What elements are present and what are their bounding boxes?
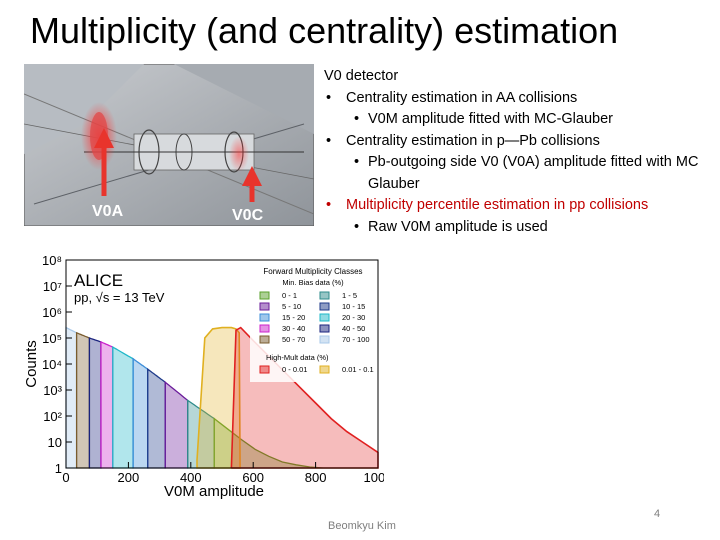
system-label: pp, √s = 13 TeV	[74, 290, 165, 305]
x-axis-label: V0M amplitude	[164, 483, 264, 500]
legend-swatch	[259, 335, 270, 344]
y-axis-ticks: 1 10 10² 10³ 10⁴ 10⁵ 10⁶ 10⁷ 10⁸	[42, 253, 72, 476]
bullet-list: V0 detector Centrality estimation in AA …	[324, 66, 714, 238]
legend-swatch	[319, 365, 330, 374]
legend-swatch	[259, 302, 270, 311]
legend-entry-label: 0 - 1	[282, 291, 297, 300]
mb-class-area-3	[100, 340, 114, 469]
bullet-sub-aa: V0M amplitude fitted with MC-Glauber	[324, 109, 714, 131]
legend-swatch	[319, 291, 330, 300]
slide-title: Multiplicity (and centrality) estimation	[30, 10, 619, 51]
mb-class-area-0	[65, 326, 78, 469]
y-axis-label: Counts	[23, 340, 40, 388]
legend-entry-label: 40 - 50	[342, 324, 365, 333]
mb-class-area-8	[187, 399, 215, 469]
v0a-label: V0A	[92, 203, 124, 220]
bullet-item-pp: Multiplicity percentile estimation in pp…	[324, 195, 714, 217]
legend-swatch	[319, 324, 330, 333]
bullet-item-ppb: Centrality estimation in p—Pb collisions	[324, 131, 714, 153]
v0c-label: V0C	[232, 207, 264, 224]
legend-swatch	[319, 302, 330, 311]
x-tick-label: 800	[305, 470, 327, 485]
legend-min-bias-title: Min. Bias data (%)	[282, 278, 344, 287]
mb-class-area-7	[164, 380, 189, 469]
y-tick-label: 10⁵	[42, 331, 62, 346]
y-tick-label: 10⁴	[42, 357, 62, 372]
bullet-sub-ppb: Pb-outgoing side V0 (V0A) amplitude fitt…	[324, 152, 714, 195]
x-tick-label: 400	[180, 470, 202, 485]
legend-box	[250, 264, 376, 382]
y-tick-label: 10³	[43, 383, 62, 398]
mb-class-area-4	[112, 345, 134, 469]
mb-class-area-5	[132, 357, 149, 469]
y-tick-label: 10⁷	[43, 279, 62, 294]
y-tick-label: 10²	[43, 409, 62, 424]
bullet-heading: V0 detector	[324, 68, 399, 84]
v0-detector-image: V0A V0C	[24, 64, 314, 226]
legend-entry-label: 15 - 20	[282, 313, 305, 322]
y-tick-label: 10	[48, 435, 62, 450]
legend-entry-label: 5 - 10	[282, 302, 301, 311]
legend-high-mult-title: High-Mult data (%)	[266, 353, 329, 362]
author-footer: Beomkyu Kim	[328, 520, 396, 532]
legend-entries: 0 - 1 1 - 5 5 - 10 10 - 15 15 - 20 20 - 30 30 …	[259, 291, 374, 374]
legend-entry-label: 50 - 70	[282, 335, 305, 344]
experiment-label: ALICE	[74, 271, 123, 290]
x-tick-label: 200	[118, 470, 140, 485]
y-tick-label: 10⁶	[42, 305, 62, 320]
mb-class-area-2	[88, 337, 102, 469]
bullet-sub-pp: Raw V0M amplitude is used	[324, 217, 714, 239]
y-tick-label: 1	[55, 461, 62, 476]
page-number: 4	[654, 508, 661, 520]
legend: Forward Multiplicity Classes Min. Bias d…	[250, 264, 376, 382]
legend-swatch	[259, 313, 270, 322]
legend-entry-label: 0.01 - 0.1	[342, 365, 374, 374]
bullet-item-aa: Centrality estimation in AA collisions	[324, 88, 714, 110]
legend-swatch	[259, 365, 270, 374]
mb-class-area-6	[147, 367, 166, 469]
x-tick-label: 0	[62, 470, 69, 485]
legend-entry-label: 0 - 0.01	[282, 365, 307, 374]
v0m-amplitude-chart: 02004006008001000 11010²10³10⁴10⁵10⁶10⁷1…	[23, 253, 384, 500]
legend-entry-label: 10 - 15	[342, 302, 365, 311]
x-tick-label: 600	[242, 470, 264, 485]
legend-entry-label: 30 - 40	[282, 324, 305, 333]
legend-title: Forward Multiplicity Classes	[263, 267, 362, 276]
legend-swatch	[319, 335, 330, 344]
legend-swatch	[319, 313, 330, 322]
v0c-arrow	[242, 166, 262, 202]
legend-entry-label: 1 - 5	[342, 291, 357, 300]
legend-swatch	[259, 291, 270, 300]
legend-swatch	[259, 324, 270, 333]
legend-entry-label: 70 - 100	[342, 335, 370, 344]
v0a-arrow	[94, 128, 114, 196]
mb-class-area-1	[75, 331, 91, 469]
legend-entry-label: 20 - 30	[342, 313, 365, 322]
y-tick-label: 10⁸	[42, 253, 62, 268]
